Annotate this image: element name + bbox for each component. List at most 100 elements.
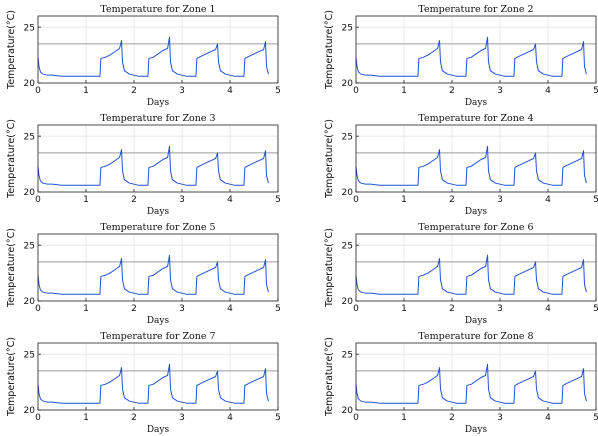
plot-area [38, 343, 278, 410]
axes-box [37, 233, 279, 302]
x-tick-label: 1 [83, 195, 89, 205]
x-tick-label: 5 [593, 86, 598, 96]
axes-box [355, 342, 597, 411]
axes-box [355, 15, 597, 84]
x-tick-label: 1 [401, 86, 407, 96]
x-axis-label: Days [147, 98, 170, 108]
y-tick-label: 20 [342, 188, 354, 198]
temperature-series-line [37, 363, 269, 404]
x-tick-label: 0 [35, 86, 41, 96]
x-tick-label: 2 [449, 304, 455, 314]
x-tick-label: 4 [227, 413, 233, 423]
x-tick-label: 1 [83, 413, 89, 423]
x-tick-label: 5 [593, 195, 598, 205]
x-tick-label: 2 [131, 195, 137, 205]
temperature-series-line [355, 36, 587, 77]
x-tick-label: 4 [545, 195, 551, 205]
plot-area [356, 343, 596, 410]
axes-box [355, 233, 597, 302]
x-tick-label: 2 [449, 86, 455, 96]
zone-chart-3: 0 1 2 3 4 5 20 25 Temperature for Zone 3 Days Temp… [6, 113, 281, 217]
x-tick-label: 0 [353, 304, 359, 314]
y-axis-label: Temperature(°C) [324, 119, 335, 199]
x-tick-label: 4 [545, 86, 551, 96]
plot-area [38, 16, 278, 83]
zone-chart-4: 0 1 2 3 4 5 20 25 Temperature for Zone 4 Days Temp… [324, 113, 598, 217]
x-tick-label: 5 [275, 86, 281, 96]
plot-area [38, 234, 278, 301]
zone-chart-5: 0 1 2 3 4 5 20 25 Temperature for Zone 5 Days Temp… [6, 222, 281, 326]
x-tick-label: 1 [83, 304, 89, 314]
x-axis-label: Days [465, 98, 488, 108]
x-tick-label: 2 [131, 413, 137, 423]
temperature-series-line [355, 363, 587, 404]
x-axis-label: Days [147, 207, 170, 217]
x-tick-label: 4 [227, 304, 233, 314]
y-tick-label: 25 [24, 23, 35, 33]
zone-chart-2: 0 1 2 3 4 5 20 25 Temperature for Zone 2 Days Temp… [324, 4, 598, 108]
x-tick-label: 1 [401, 413, 407, 423]
y-tick-label: 20 [24, 297, 36, 307]
x-tick-label: 3 [497, 304, 503, 314]
zone-chart-7: 0 1 2 3 4 5 20 25 Temperature for Zone 7 Days Temp… [6, 331, 281, 435]
x-tick-label: 3 [179, 304, 185, 314]
plot-area [356, 16, 596, 83]
axes-box [37, 15, 279, 84]
axes-box [37, 342, 279, 411]
x-tick-label: 4 [227, 195, 233, 205]
temperature-series-line [37, 145, 269, 186]
x-axis-label: Days [147, 316, 170, 326]
chart-title: Temperature for Zone 2 [418, 4, 533, 15]
zone-chart-8: 0 1 2 3 4 5 20 25 Temperature for Zone 8 Days Temp… [324, 331, 598, 435]
chart-title: Temperature for Zone 5 [100, 222, 215, 233]
y-tick-label: 20 [24, 188, 36, 198]
y-tick-label: 20 [24, 406, 36, 416]
x-tick-label: 0 [353, 413, 359, 423]
y-axis-label: Temperature(°C) [6, 119, 17, 199]
x-tick-label: 1 [401, 304, 407, 314]
x-tick-label: 1 [83, 86, 89, 96]
x-tick-label: 0 [35, 413, 41, 423]
chart-title: Temperature for Zone 6 [418, 222, 533, 233]
x-axis-label: Days [465, 207, 488, 217]
y-tick-label: 20 [24, 79, 36, 89]
x-tick-label: 2 [449, 413, 455, 423]
y-axis-label: Temperature(°C) [324, 10, 335, 90]
x-tick-label: 2 [449, 195, 455, 205]
y-tick-label: 25 [342, 23, 353, 33]
chart-title: Temperature for Zone 3 [100, 113, 215, 124]
chart-title: Temperature for Zone 7 [100, 331, 215, 342]
x-tick-label: 3 [179, 195, 185, 205]
y-tick-label: 25 [342, 350, 353, 360]
y-tick-label: 25 [24, 241, 35, 251]
x-axis-label: Days [465, 425, 488, 435]
x-tick-label: 2 [131, 304, 137, 314]
x-tick-label: 3 [497, 86, 503, 96]
y-tick-label: 20 [342, 297, 354, 307]
x-tick-label: 3 [179, 413, 185, 423]
x-tick-label: 1 [401, 195, 407, 205]
plot-area [38, 125, 278, 192]
x-tick-label: 4 [545, 413, 551, 423]
x-tick-label: 2 [131, 86, 137, 96]
chart-title: Temperature for Zone 1 [100, 4, 215, 15]
y-axis-label: Temperature(°C) [6, 337, 17, 417]
temperature-series-line [37, 254, 269, 295]
x-tick-label: 3 [497, 413, 503, 423]
x-tick-label: 4 [545, 304, 551, 314]
x-axis-label: Days [465, 316, 488, 326]
y-tick-label: 20 [342, 79, 354, 89]
x-axis-label: Days [147, 425, 170, 435]
x-tick-label: 4 [227, 86, 233, 96]
x-tick-label: 5 [593, 413, 598, 423]
axes-box [37, 124, 279, 193]
y-axis-label: Temperature(°C) [324, 337, 335, 417]
axes-box [355, 124, 597, 193]
temperature-series-line [37, 36, 269, 77]
y-tick-label: 25 [24, 132, 35, 142]
chart-title: Temperature for Zone 4 [418, 113, 533, 124]
x-tick-label: 0 [35, 304, 41, 314]
x-tick-label: 0 [35, 195, 41, 205]
x-tick-label: 0 [353, 86, 359, 96]
